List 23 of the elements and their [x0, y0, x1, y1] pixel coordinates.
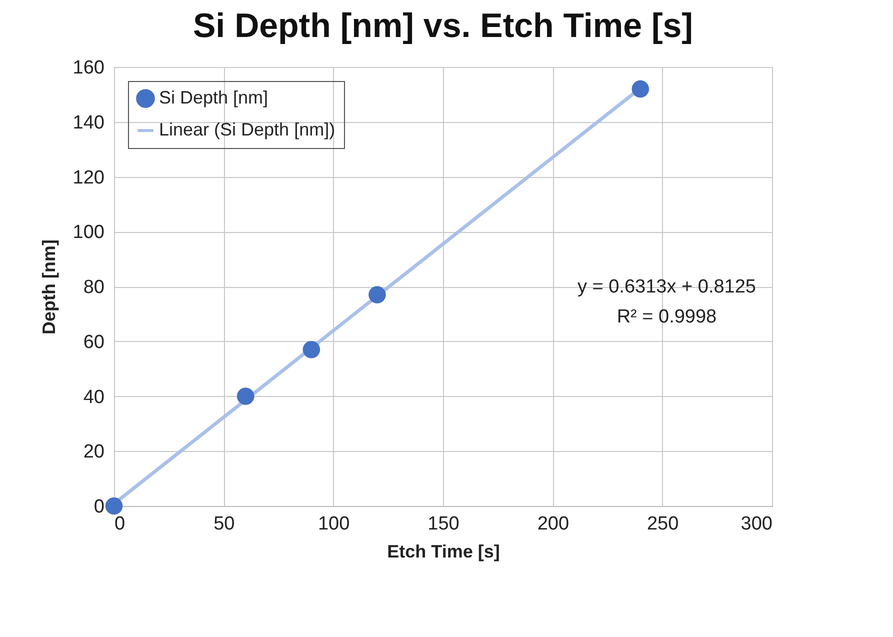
y-tick-label: 120: [72, 167, 104, 188]
y-tick-label: 100: [72, 222, 104, 244]
y-tick-label: 0: [94, 496, 104, 518]
y-tick-label: 80: [83, 277, 104, 298]
x-tick-label: 150: [428, 514, 460, 534]
x-tick-label: 50: [214, 514, 235, 534]
x-tick-label: 100: [318, 514, 350, 534]
y-tick-label: 160: [72, 58, 104, 78]
y-axis-title: Depth [nm]: [38, 240, 59, 334]
x-tick-label: 200: [537, 514, 570, 534]
x-tick-label: 300: [740, 514, 772, 534]
legend-label: Si Depth [nm]: [159, 88, 268, 108]
y-tick-label: 40: [83, 386, 104, 408]
chart-title: Si Depth [nm] vs. Etch Time [s]: [192, 7, 694, 45]
annotation: y = 0.6313x + 0.8125: [577, 276, 756, 298]
x-tick-label: 250: [646, 514, 679, 534]
y-tick-label: 20: [83, 442, 104, 463]
legend-label: Linear (Si Depth [nm]): [159, 120, 336, 140]
y-tick-label: 60: [83, 332, 104, 353]
x-tick-label: 0: [114, 514, 126, 534]
annotation: R² = 0.9998: [616, 306, 717, 328]
x-axis-title: Etch Time [s]: [387, 542, 500, 562]
y-tick-label: 140: [72, 112, 104, 134]
